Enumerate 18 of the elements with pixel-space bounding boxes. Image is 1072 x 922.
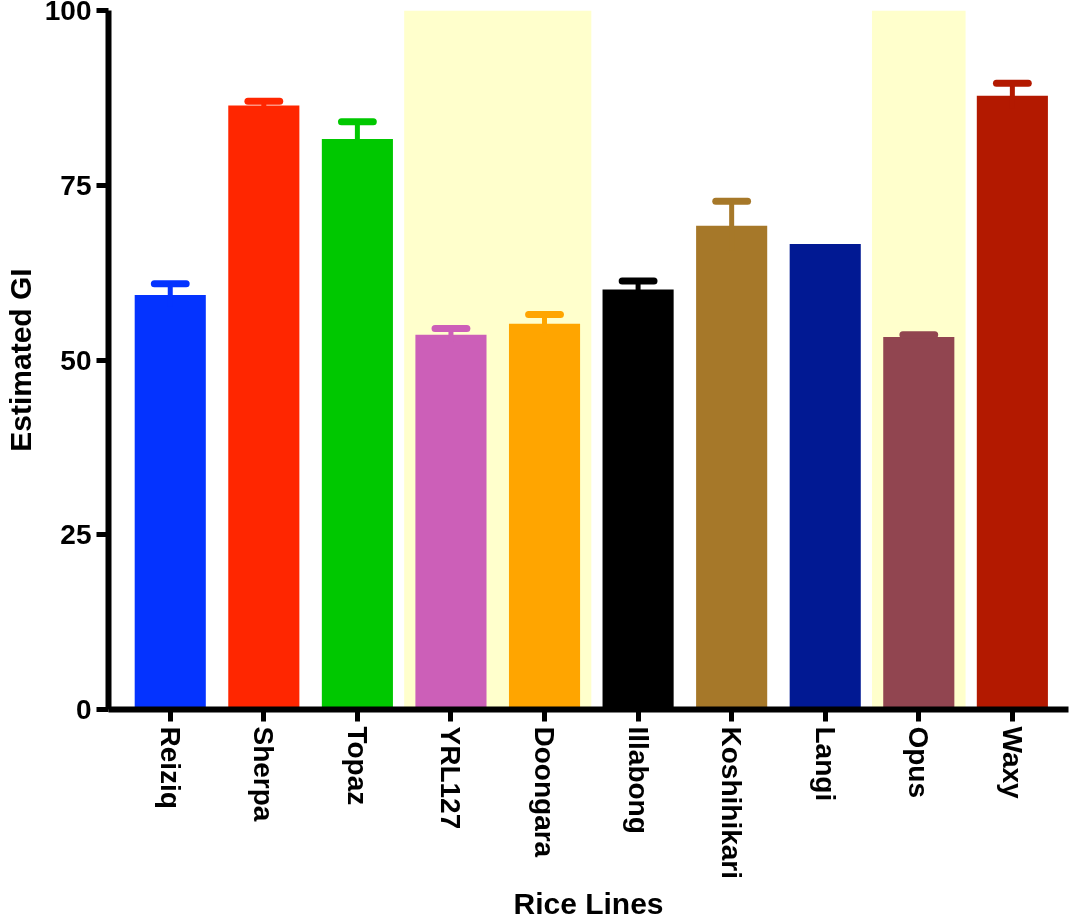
x-tick-label: Illabong — [622, 726, 654, 834]
x-axis-title: Rice Lines — [513, 886, 664, 920]
x-tick-label: Reiziq — [154, 726, 186, 809]
x-tick-label: Opus — [903, 726, 935, 799]
x-tick-label: YRL127 — [435, 726, 467, 830]
x-tick-label: Langi — [809, 726, 841, 802]
x-tick-label: Koshihikari — [716, 726, 748, 879]
y-tick-label: 50 — [60, 344, 92, 376]
x-tick-label: Topaz — [341, 726, 373, 806]
y-tick-label: 75 — [60, 169, 92, 201]
y-axis-title: Estimated GI — [3, 268, 37, 452]
y-tick-label: 0 — [75, 694, 92, 725]
x-tick-label: Sherpa — [248, 726, 280, 822]
x-tick-label: Doongara — [529, 726, 561, 858]
x-tick-label: Waxy — [996, 726, 1028, 800]
bar — [789, 243, 861, 710]
y-tick-label: 25 — [60, 519, 92, 551]
y-tick-label: 100 — [44, 0, 92, 26]
